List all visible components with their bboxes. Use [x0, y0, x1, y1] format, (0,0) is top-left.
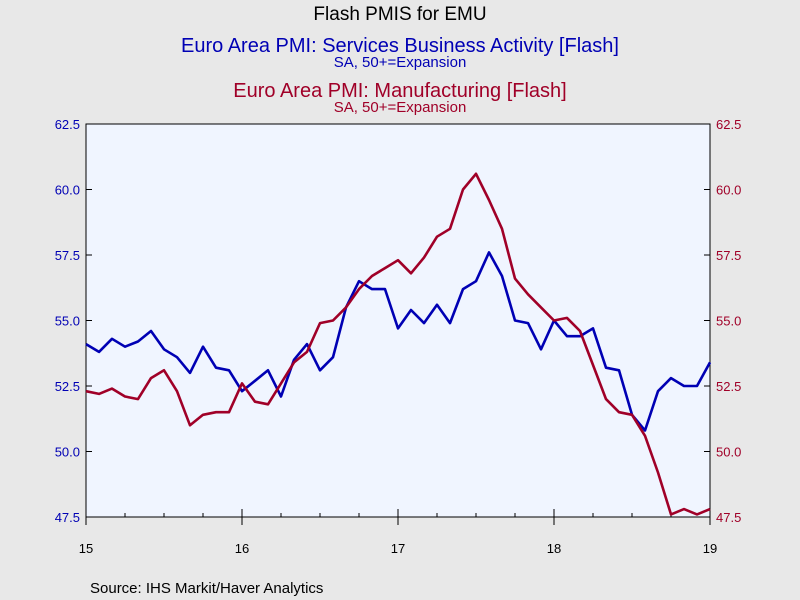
- source-note: Source: IHS Markit/Haver Analytics: [90, 580, 323, 597]
- left-tick-label: 57.5: [55, 248, 80, 263]
- services-pmi-line: [85, 251, 712, 432]
- x-tick-label: 16: [235, 541, 249, 556]
- right-axis-subtitle: SA, 50+=Expansion: [334, 99, 467, 116]
- right-tick-label: 60.0: [716, 183, 741, 198]
- x-tick-label: 17: [391, 541, 405, 556]
- left-axis: 62.5 60.0 57.5 55.0 52.5 50.0 47.5: [55, 117, 92, 525]
- x-tick-label: 19: [703, 541, 717, 556]
- right-tick-label: 62.5: [716, 117, 741, 132]
- right-tick-label: 57.5: [716, 248, 741, 263]
- left-axis-subtitle: SA, 50+=Expansion: [334, 54, 467, 71]
- right-axis-title: Euro Area PMI: Manufacturing [Flash]: [233, 80, 567, 102]
- right-tick-label: 55.0: [716, 314, 741, 329]
- left-tick-label: 47.5: [55, 510, 80, 525]
- left-tick-label: 55.0: [55, 314, 80, 329]
- x-tick-label: 18: [547, 541, 561, 556]
- left-tick-label: 62.5: [55, 117, 80, 132]
- right-tick-label: 52.5: [716, 379, 741, 394]
- right-tick-label: 47.5: [716, 510, 741, 525]
- left-tick-label: 50.0: [55, 445, 80, 460]
- chart-title: Flash PMIS for EMU: [313, 4, 486, 25]
- x-tick-label: 15: [79, 541, 93, 556]
- right-axis: 62.5 60.0 57.5 55.0 52.5 50.0 47.5: [704, 117, 741, 525]
- right-tick-label: 50.0: [716, 445, 741, 460]
- left-axis-title: Euro Area PMI: Services Business Activit…: [181, 35, 619, 57]
- left-tick-label: 52.5: [55, 379, 80, 394]
- left-tick-label: 60.0: [55, 183, 80, 198]
- series-layer: [85, 172, 712, 516]
- manufacturing-pmi-line: [85, 172, 711, 516]
- plot-area: [85, 123, 711, 518]
